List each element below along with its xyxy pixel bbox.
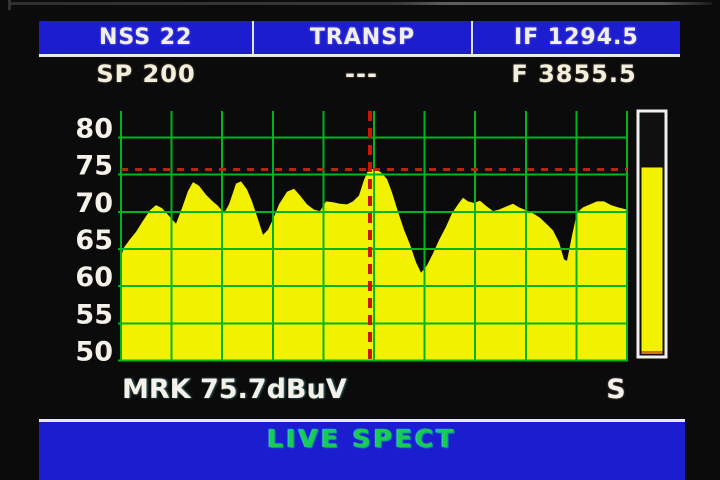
marker-readout: MRK 75.7dBuV <box>122 374 347 405</box>
if-frequency: IF 1294.5 <box>470 21 680 54</box>
transponder-value: --- <box>345 60 378 88</box>
transponder-header: TRANSP <box>252 21 470 54</box>
s-indicator: S <box>606 374 626 405</box>
y-axis-label: 50 <box>75 337 113 368</box>
crt-artifact-line <box>8 2 712 5</box>
y-axis-label: 70 <box>75 188 113 219</box>
header-bar: NSS 22 TRANSP IF 1294.5 <box>39 21 680 57</box>
satellite-name: NSS 22 <box>98 25 193 50</box>
status-bar: LIVE SPECT <box>39 419 685 480</box>
level-bar-fill <box>641 167 663 354</box>
frequency-value: F 3855.5 <box>511 60 637 88</box>
span-value: SP 200 <box>96 60 196 88</box>
status-label: LIVE SPECT <box>267 424 457 453</box>
crt-artifact-notch <box>8 0 11 10</box>
y-axis-label: 60 <box>75 262 113 293</box>
level-bar-bottom-line <box>641 351 663 354</box>
y-axis-label: 75 <box>75 151 113 182</box>
y-axis-label: 55 <box>75 299 113 330</box>
y-axis-label: 80 <box>75 114 113 145</box>
y-axis-label: 65 <box>75 225 113 256</box>
subheader-row: SP 200 --- F 3855.5 <box>39 60 680 88</box>
